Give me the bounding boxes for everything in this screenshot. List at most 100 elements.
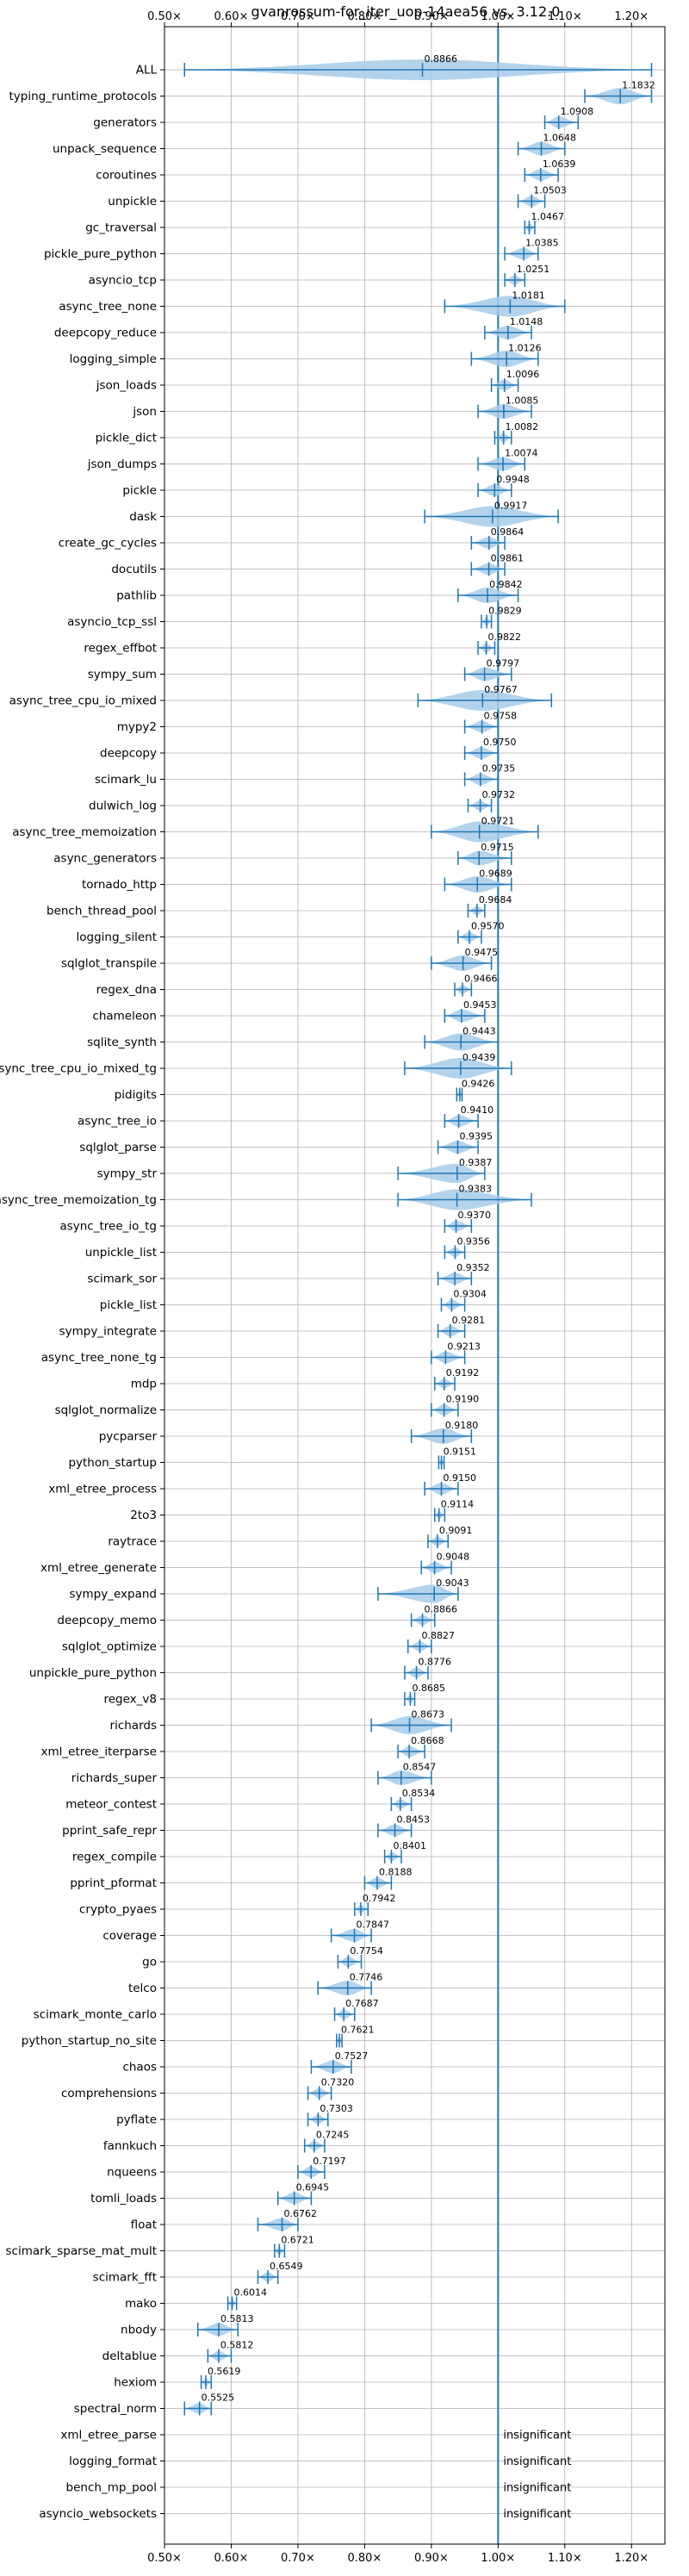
labels-layer: 0.50× 0.50× 0.60× 0.60× 0.70× 0.70× 0.80× 0.80×…	[0, 10, 655, 2565]
x-tick-label-bottom: 1.00×	[481, 2552, 515, 2565]
x-tick-label-top: 0.60×	[214, 10, 249, 23]
value-label: 0.9797	[487, 658, 520, 669]
value-label: 1.0908	[561, 106, 594, 117]
benchmark-label: fannkuch	[103, 2139, 157, 2153]
benchmark-label: create_gc_cycles	[59, 537, 157, 551]
value-label: 0.9151	[444, 1447, 477, 1458]
benchmark-label: dask	[129, 510, 157, 524]
value-label: 0.6549	[270, 2261, 303, 2272]
value-label: 0.9689	[479, 868, 512, 880]
value-label: 1.0648	[543, 133, 577, 144]
benchmark-label: sqlite_synth	[87, 1036, 157, 1049]
value-label: 1.0251	[517, 264, 550, 275]
benchmark-label: xml_etree_process	[48, 1483, 157, 1496]
value-label: 1.0503	[533, 185, 567, 196]
benchmark-label: pprint_pformat	[70, 1876, 157, 1890]
benchmark-label: unpickle_list	[85, 1246, 157, 1260]
benchmark-label: async_tree_cpu_io_mixed_tg	[0, 1062, 157, 1076]
benchmark-label: python_startup_no_site	[22, 2034, 157, 2048]
value-label: 1.0148	[510, 316, 543, 327]
value-label: 0.7621	[341, 2025, 375, 2036]
benchmark-label: sqlglot_transpile	[61, 957, 157, 971]
benchmark-label: pickle_pure_python	[44, 247, 157, 261]
value-label: 0.9864	[491, 526, 525, 538]
insignificant-label: insignificant	[503, 2482, 571, 2495]
value-label: 0.8534	[402, 1788, 436, 1799]
benchmark-label: regex_compile	[72, 1851, 157, 1864]
value-label: 0.9150	[443, 1472, 476, 1484]
value-label: 0.5812	[220, 2340, 254, 2351]
value-label: 0.9822	[488, 632, 522, 643]
value-label: 0.9439	[462, 1052, 496, 1063]
benchmark-label: sympy_expand	[69, 1588, 157, 1602]
x-tick-label-top: 0.80×	[347, 10, 382, 23]
value-label: 0.9304	[453, 1289, 487, 1300]
benchmark-label: regex_dna	[96, 983, 157, 997]
benchmark-label: logging_silent	[77, 930, 157, 944]
benchmark-label: deepcopy_reduce	[54, 327, 157, 340]
value-label: 0.9842	[489, 579, 523, 590]
benchmark-label: hexiom	[114, 2376, 157, 2390]
value-label: 0.9180	[445, 1420, 479, 1431]
benchmark-label: mako	[125, 2297, 157, 2311]
value-label: 0.9387	[459, 1157, 493, 1168]
value-label: 0.9475	[465, 947, 499, 958]
benchmark-label: typing_runtime_protocols	[9, 90, 158, 103]
benchmark-label: mdp	[131, 1378, 157, 1391]
value-label: 0.9114	[441, 1499, 475, 1510]
benchmark-label: json_loads	[96, 379, 157, 393]
benchmark-label: coroutines	[96, 169, 157, 183]
benchmark-label: logging_format	[69, 2455, 157, 2468]
value-label: 1.0639	[543, 159, 576, 170]
value-label: 0.9443	[462, 1026, 496, 1037]
benchmark-label: pickle_list	[100, 1298, 157, 1312]
benchmark-label: json	[132, 405, 157, 419]
value-label: 0.5619	[208, 2366, 241, 2377]
value-label: 0.8401	[393, 1840, 426, 1851]
benchmark-label: xml_etree_iterparse	[41, 1745, 158, 1759]
value-label: 0.9091	[439, 1525, 473, 1536]
benchmark-label: deltablue	[102, 2349, 157, 2363]
value-label: 1.0126	[508, 343, 542, 354]
benchmark-label: mypy2	[117, 720, 157, 734]
value-label: 0.6721	[281, 2235, 314, 2246]
benchmark-label: generators	[93, 116, 157, 130]
benchmark-label: async_generators	[53, 852, 157, 866]
value-label: 0.9281	[452, 1315, 486, 1326]
benchmark-label: comprehensions	[61, 2087, 157, 2100]
value-label: 0.9721	[481, 816, 515, 827]
benchmark-label: float	[131, 2218, 157, 2232]
chart-title: gvanrossum-for_iter_uop-14aea56 vs. 3.12…	[251, 3, 561, 21]
benchmark-label: sqlglot_normalize	[55, 1403, 157, 1417]
benchmark-label: chameleon	[92, 1010, 157, 1024]
benchmark-label: telco	[128, 1982, 157, 1995]
value-label: 1.0082	[506, 421, 539, 432]
value-label: 0.5525	[202, 2392, 234, 2404]
benchmark-label: async_tree_memoization	[12, 825, 157, 839]
value-label: 0.9370	[458, 1210, 492, 1221]
benchmark-label: json_dumps	[87, 457, 157, 471]
value-label: 1.0096	[506, 369, 540, 380]
value-label: 0.9948	[496, 474, 530, 485]
benchmark-label: unpack_sequence	[53, 142, 157, 156]
value-label: 0.9410	[461, 1104, 494, 1116]
x-tick-label-bottom: 0.50×	[147, 2552, 182, 2565]
benchmark-label: async_tree_io	[78, 1115, 157, 1129]
value-label: 0.9192	[446, 1367, 480, 1378]
benchmark-label: async_tree_memoization_tg	[0, 1193, 157, 1207]
value-label: 0.7754	[350, 1945, 383, 1957]
benchmark-label: 2to3	[130, 1509, 157, 1522]
x-tick-label-top: 0.90×	[414, 10, 449, 23]
benchmark-label: asyncio_websockets	[39, 2507, 157, 2521]
value-label: 0.8547	[403, 1762, 437, 1773]
value-label: 0.9684	[479, 894, 512, 905]
value-label: 0.9043	[436, 1577, 469, 1589]
benchmark-label: scimark_lu	[95, 773, 157, 787]
benchmark-label: async_tree_io_tg	[59, 1220, 157, 1234]
benchmark-label: richards	[110, 1719, 157, 1733]
value-label: 0.7942	[363, 1893, 396, 1904]
benchmark-label: scimark_sor	[87, 1272, 157, 1286]
benchmark-label: regex_v8	[103, 1693, 157, 1707]
benchmark-label: async_tree_none	[59, 300, 157, 314]
